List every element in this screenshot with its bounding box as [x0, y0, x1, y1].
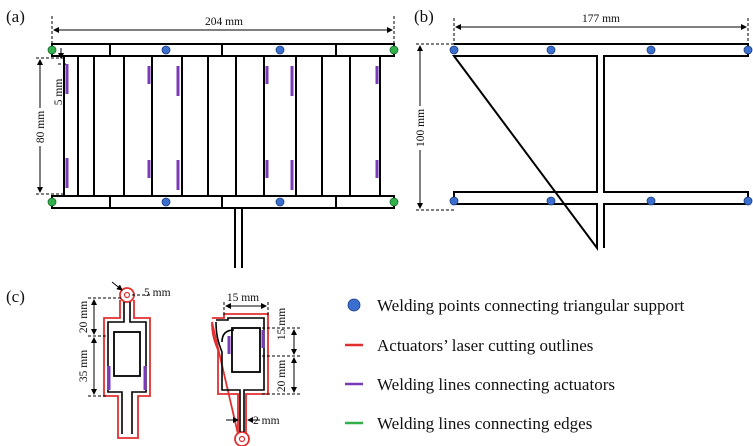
- weld-point-swatch: [347, 298, 361, 312]
- actuator-left-body-label: 35 mm: [78, 350, 90, 382]
- panel-a-actuator-welds: [65, 64, 379, 190]
- actuator-left-eye-label: 5 mm: [144, 287, 171, 299]
- legend-item-laser-outlines: Actuators’ laser cutting outlines: [345, 336, 593, 355]
- panel-c-label: (c): [6, 287, 25, 306]
- panel-a-gap-dimension: 5 mm: [53, 48, 68, 105]
- panel-c: (c) 20 mm 35 mm 5 mm: [6, 281, 685, 446]
- actuator-right-body-label: 20 mm: [276, 360, 288, 392]
- panel-b-width-dimension: 177 mm: [453, 10, 749, 44]
- panel-a-label: (a): [6, 7, 25, 26]
- actuator-right-top-label: 15 mm: [276, 308, 288, 340]
- legend-item-weld-points: Welding points connecting triangular sup…: [347, 296, 685, 315]
- legend-item-edge-welds: Welding lines connecting edges: [345, 414, 592, 433]
- panel-a: (a) 204 mm: [6, 7, 399, 268]
- panel-b-height-label: 100 mm: [415, 109, 427, 147]
- actuator-right-dimensions: 15 mm 15 mm 20 mm 2 mm: [223, 292, 300, 427]
- panel-a-height-dimension: 80 mm: [30, 57, 64, 195]
- panel-b-height-dimension: 100 mm: [410, 43, 454, 211]
- panel-b-frame: [452, 43, 749, 252]
- legend-label-actuator-welds: Welding lines connecting actuators: [377, 375, 615, 394]
- panel-a-bar-ticks: [109, 45, 337, 207]
- actuator-left: [103, 287, 151, 439]
- legend-label-laser-outlines: Actuators’ laser cutting outlines: [377, 336, 593, 355]
- panel-a-stem: [234, 208, 243, 268]
- panel-b-label: (b): [414, 7, 434, 26]
- panel-a-width-label: 204 mm: [205, 16, 243, 28]
- panel-a-vertical-beams: [63, 56, 381, 196]
- actuator-left-top-label: 20 mm: [78, 301, 90, 333]
- panel-a-width-dimension: 204 mm: [51, 13, 395, 44]
- legend-item-actuator-welds: Welding lines connecting actuators: [345, 375, 615, 394]
- panel-b: (b) 177 mm 100 mm: [410, 7, 753, 252]
- actuator-right-width-label: 15 mm: [227, 292, 259, 304]
- panel-a-gap-label: 5 mm: [53, 79, 65, 106]
- panel-a-height-label: 80 mm: [35, 111, 47, 143]
- panel-a-edge-welds: [47, 45, 399, 207]
- legend: Welding points connecting triangular sup…: [345, 296, 685, 433]
- actuator-left-dimensions: 20 mm 35 mm 5 mm: [78, 281, 171, 397]
- panel-b-weld-points: [449, 45, 753, 206]
- legend-label-weld-points: Welding points connecting triangular sup…: [377, 296, 685, 315]
- panel-b-width-label: 177 mm: [582, 13, 620, 25]
- legend-label-edge-welds: Welding lines connecting edges: [377, 414, 592, 433]
- actuator-right-slot-label: 2 mm: [253, 415, 280, 427]
- panel-a-weld-points: [161, 45, 285, 207]
